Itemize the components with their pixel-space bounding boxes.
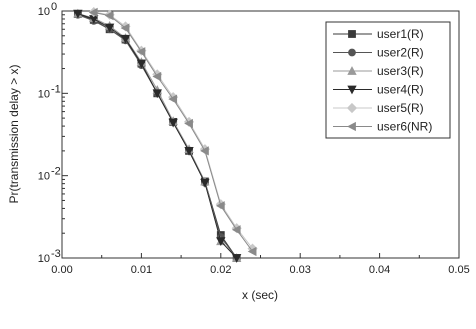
- data-point: [152, 89, 162, 99]
- data-point: [88, 7, 98, 18]
- data-point: [184, 146, 194, 156]
- legend-item: user3(R): [333, 64, 424, 78]
- legend-item: user5(R): [333, 101, 424, 115]
- data-point: [232, 254, 242, 263]
- legend-label: user1(R): [377, 27, 424, 41]
- legend-label: user4(R): [377, 83, 424, 97]
- x-tick-label: 0.04: [369, 264, 390, 276]
- data-point: [120, 34, 131, 44]
- x-tick-label: 0.02: [210, 264, 231, 276]
- data-point: [73, 9, 83, 19]
- x-tick-label: 0.03: [289, 264, 310, 276]
- data-point: [247, 246, 257, 257]
- data-point: [120, 23, 130, 33]
- data-point: [200, 178, 210, 188]
- data-point: [168, 94, 178, 104]
- y-tick-exponent: -1: [51, 83, 61, 95]
- data-point: [104, 10, 114, 21]
- x-tick-label: 0.05: [448, 264, 469, 276]
- legend-box: [325, 21, 451, 139]
- data-point: [136, 47, 146, 57]
- legend: user1(R) user2(R) user3(R) user4(R) user5(R)…: [325, 21, 451, 139]
- legend-item: user2(R): [333, 46, 424, 60]
- data-point: [184, 118, 193, 129]
- legend-marker: [348, 48, 356, 57]
- x-tick-label: 0.01: [131, 264, 152, 276]
- series-layer: [73, 7, 258, 263]
- data-point: [104, 23, 115, 33]
- data-point: [215, 201, 225, 211]
- x-tick-label: 0.00: [51, 264, 72, 276]
- data-point: [200, 146, 209, 156]
- legend-item: user4(R): [333, 83, 424, 97]
- x-axis-label: x (sec): [242, 288, 278, 302]
- legend-item: user6(NR): [333, 120, 432, 134]
- y-tick-exponent: -3: [51, 248, 61, 260]
- data-point: [216, 237, 226, 247]
- legend-marker: [347, 121, 356, 132]
- y-axis-label: Pr(transmission delay > x): [7, 64, 21, 203]
- data-point: [231, 225, 241, 235]
- y-tick-exponent: -2: [51, 166, 61, 178]
- legend-label: user2(R): [377, 46, 424, 60]
- legend-label: user6(NR): [377, 120, 432, 134]
- series-5: [88, 7, 257, 257]
- legend-marker: [348, 30, 356, 38]
- legend-marker: [346, 102, 358, 114]
- data-point: [168, 118, 178, 128]
- data-point: [152, 71, 162, 82]
- legend-items: user1(R) user2(R) user3(R) user4(R) user5(R)…: [333, 27, 432, 134]
- legend-label: user3(R): [377, 64, 424, 78]
- y-tick-label: 10: [38, 171, 50, 183]
- legend-item: user1(R): [333, 27, 424, 41]
- y-tick-label: 10: [38, 253, 50, 265]
- legend-marker: [347, 66, 357, 75]
- legend-marker: [347, 85, 357, 95]
- y-tick-exponent: 0: [51, 1, 57, 13]
- y-tick-label: 10: [38, 6, 50, 18]
- y-tick-label: 10: [38, 88, 50, 100]
- data-point: [136, 59, 147, 69]
- legend-label: user5(R): [377, 101, 424, 115]
